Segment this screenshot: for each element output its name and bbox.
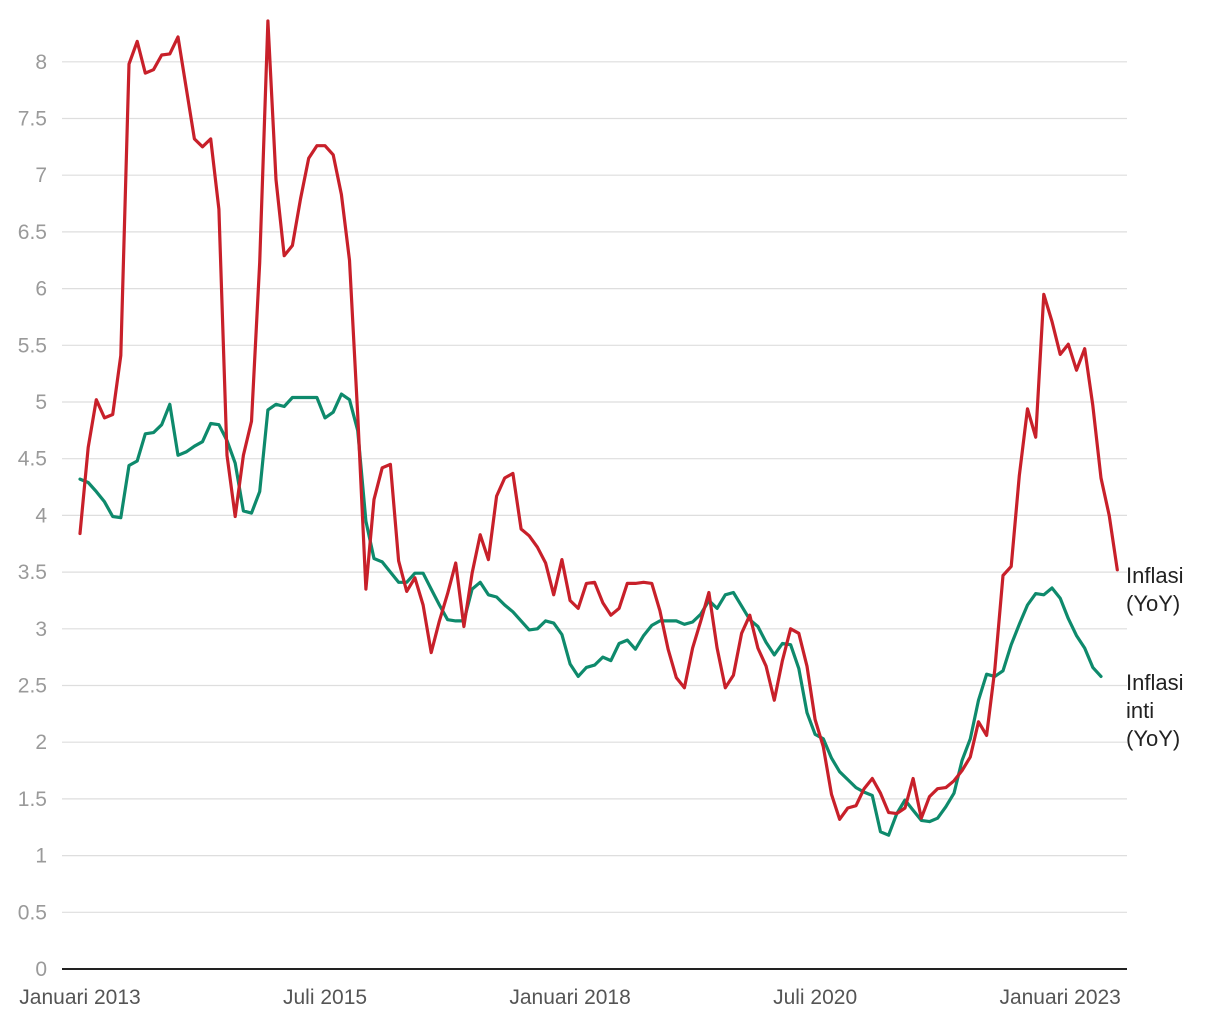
y-tick-label: 5.5 <box>18 334 47 357</box>
y-tick-label: 7.5 <box>18 108 47 131</box>
y-tick-label: 4 <box>35 504 47 527</box>
y-tick-label: 7 <box>35 164 47 187</box>
y-tick-label: 6.5 <box>18 221 47 244</box>
y-tick-label: 8 <box>35 51 47 74</box>
y-tick-label: 2.5 <box>18 675 47 698</box>
x-tick-label: Januari 2013 <box>19 986 140 1009</box>
x-tick-label: Juli 2015 <box>283 986 367 1009</box>
y-tick-label: 1 <box>35 845 47 868</box>
x-tick-label: Januari 2018 <box>509 986 630 1009</box>
y-tick-label: 0.5 <box>18 901 47 924</box>
series-label-inflasi: Inflasi (YoY) <box>1126 563 1183 616</box>
series-label-inflasi-inti: Inflasi inti (YoY) <box>1126 670 1183 751</box>
series-lines <box>78 19 1119 837</box>
y-tick-label: 0 <box>35 958 47 981</box>
y-axis-ticks: 0 0.5 1 1.5 2 2.5 3 3.5 4 4.5 5 5.5 6 6.5 7 7.5 8 <box>18 51 48 981</box>
y-tick-label: 6 <box>35 278 47 301</box>
gridlines <box>62 61 1127 913</box>
y-tick-label: 2 <box>35 731 47 754</box>
x-axis-ticks: Januari 2013 Juli 2015 Januari 2018 Juli 20… <box>19 986 1121 1009</box>
series-line-inflasi-inti <box>78 392 1103 837</box>
series-line-inflasi <box>78 19 1119 821</box>
y-tick-label: 4.5 <box>18 448 47 471</box>
series-labels: Inflasi (YoY) Inflasi inti (YoY) <box>1126 563 1183 751</box>
y-tick-label: 1.5 <box>18 788 47 811</box>
y-tick-label: 5 <box>35 391 47 414</box>
x-tick-label: Januari 2023 <box>999 986 1120 1009</box>
x-tick-label: Juli 2020 <box>773 986 857 1009</box>
y-tick-label: 3.5 <box>18 561 47 584</box>
y-tick-label: 3 <box>35 618 47 641</box>
